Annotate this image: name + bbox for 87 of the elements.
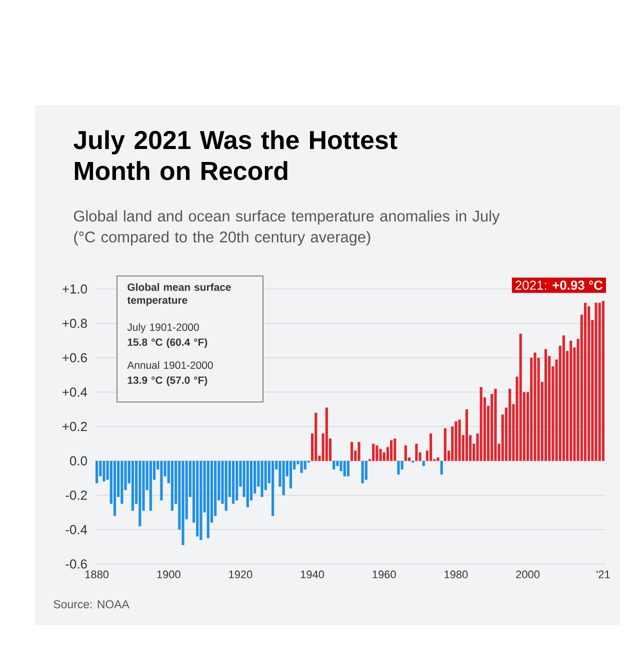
bar [289,460,292,488]
bar [260,460,264,497]
bar [236,460,238,500]
bar [394,438,396,461]
x-tick-label: 2000 [516,570,540,578]
annotation: July 1901-2000 [127,323,199,333]
bar [494,388,497,461]
annotation: 13.9 °C (57.0 °F) [128,376,208,386]
bar [440,460,443,475]
bar [562,335,565,461]
bar [206,460,210,538]
bar [364,460,368,480]
bar [350,442,354,461]
x-tick-label: 1960 [372,570,396,578]
bar [300,460,303,473]
x-tick-label: 1940 [300,570,324,578]
bar [454,421,458,461]
bar [304,460,306,470]
bar [232,460,235,504]
bar [519,334,522,461]
bar [343,460,346,476]
annotation: 15.8 °C (60.4 °F) [128,338,208,348]
y-tick-label: +0.8 [62,318,87,328]
y-tick-label: +0.2 [62,422,87,432]
bar [120,460,124,504]
bar [534,352,536,461]
bar [224,460,228,511]
bar [458,420,461,461]
y-tick-label: +0.6 [62,353,87,362]
bar [508,388,512,461]
bar [325,408,328,461]
bar [346,460,350,476]
x-tick-label: 1920 [229,570,252,578]
source-note: Source: NOAA [54,600,130,608]
y-tick-label: +1.0 [62,284,87,294]
x-tick-label: 1880 [85,570,109,578]
bar [113,460,116,516]
bar [361,460,364,484]
bar [138,460,142,526]
bar [102,460,106,482]
bar [379,448,382,461]
bar [480,386,482,461]
bar [397,460,400,475]
bar [584,302,587,461]
bar [415,444,418,461]
bar [372,444,375,461]
x-tick-label: '21 [596,570,610,578]
bar [96,460,98,484]
bar [332,460,336,470]
bar [376,445,378,461]
y-tick-label: -0.4 [66,525,88,534]
y-tick-label: +0.4 [62,388,88,397]
annotation: Annual 1901-2000 [127,361,213,369]
bar [271,460,274,516]
bar [149,460,152,511]
bar [436,457,440,461]
bar [196,460,199,537]
annotation: Global mean surface temperature [127,283,231,306]
annotation: 2021: +0.93 °C [516,280,603,290]
bar [422,460,425,466]
bar [200,460,202,540]
chart-subtitle: Global land and ocean surface temperature anomalies in July (°C compared to the 20th century average) [74,210,500,246]
bar [170,460,174,511]
bar [182,460,184,546]
bar [570,340,572,461]
bar [404,445,407,461]
bar [390,440,393,461]
bar [602,301,604,461]
bar [246,460,249,508]
bar [131,460,134,511]
chart-title: July 2021 Was the Hottest Month on Record [74,130,398,180]
bar [465,409,468,461]
bar [430,433,432,461]
x-tick-label: 1980 [444,570,468,578]
bar [358,442,360,461]
bar [444,428,446,461]
bar [160,460,163,500]
bar [314,412,318,461]
bar [594,302,598,461]
y-tick-label: 0.0 [70,456,87,466]
bar [282,460,285,496]
bar [588,306,590,461]
bar [598,302,601,461]
y-tick-label: -0.6 [66,559,87,569]
x-tick-label: 1900 [157,570,180,578]
bar [544,349,548,461]
y-tick-label: -0.2 [66,490,87,500]
